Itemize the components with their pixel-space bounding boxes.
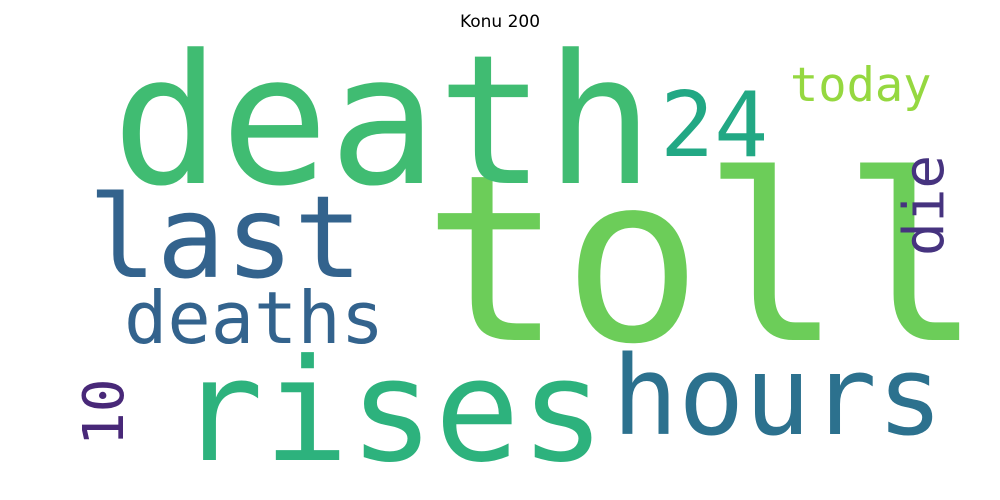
word-deaths: deaths [124,276,384,360]
word-10: 10 [72,379,137,446]
word-die: die [892,155,957,256]
word-death: death [112,17,654,226]
word-toll: toll [423,125,982,395]
figure-title: Konu 200 [459,12,541,32]
word-last: last [88,171,363,304]
word-24: 24 [660,73,768,178]
word-rises: rises [178,329,605,494]
word-today: today [790,58,931,113]
word-hours: hours [612,332,943,460]
